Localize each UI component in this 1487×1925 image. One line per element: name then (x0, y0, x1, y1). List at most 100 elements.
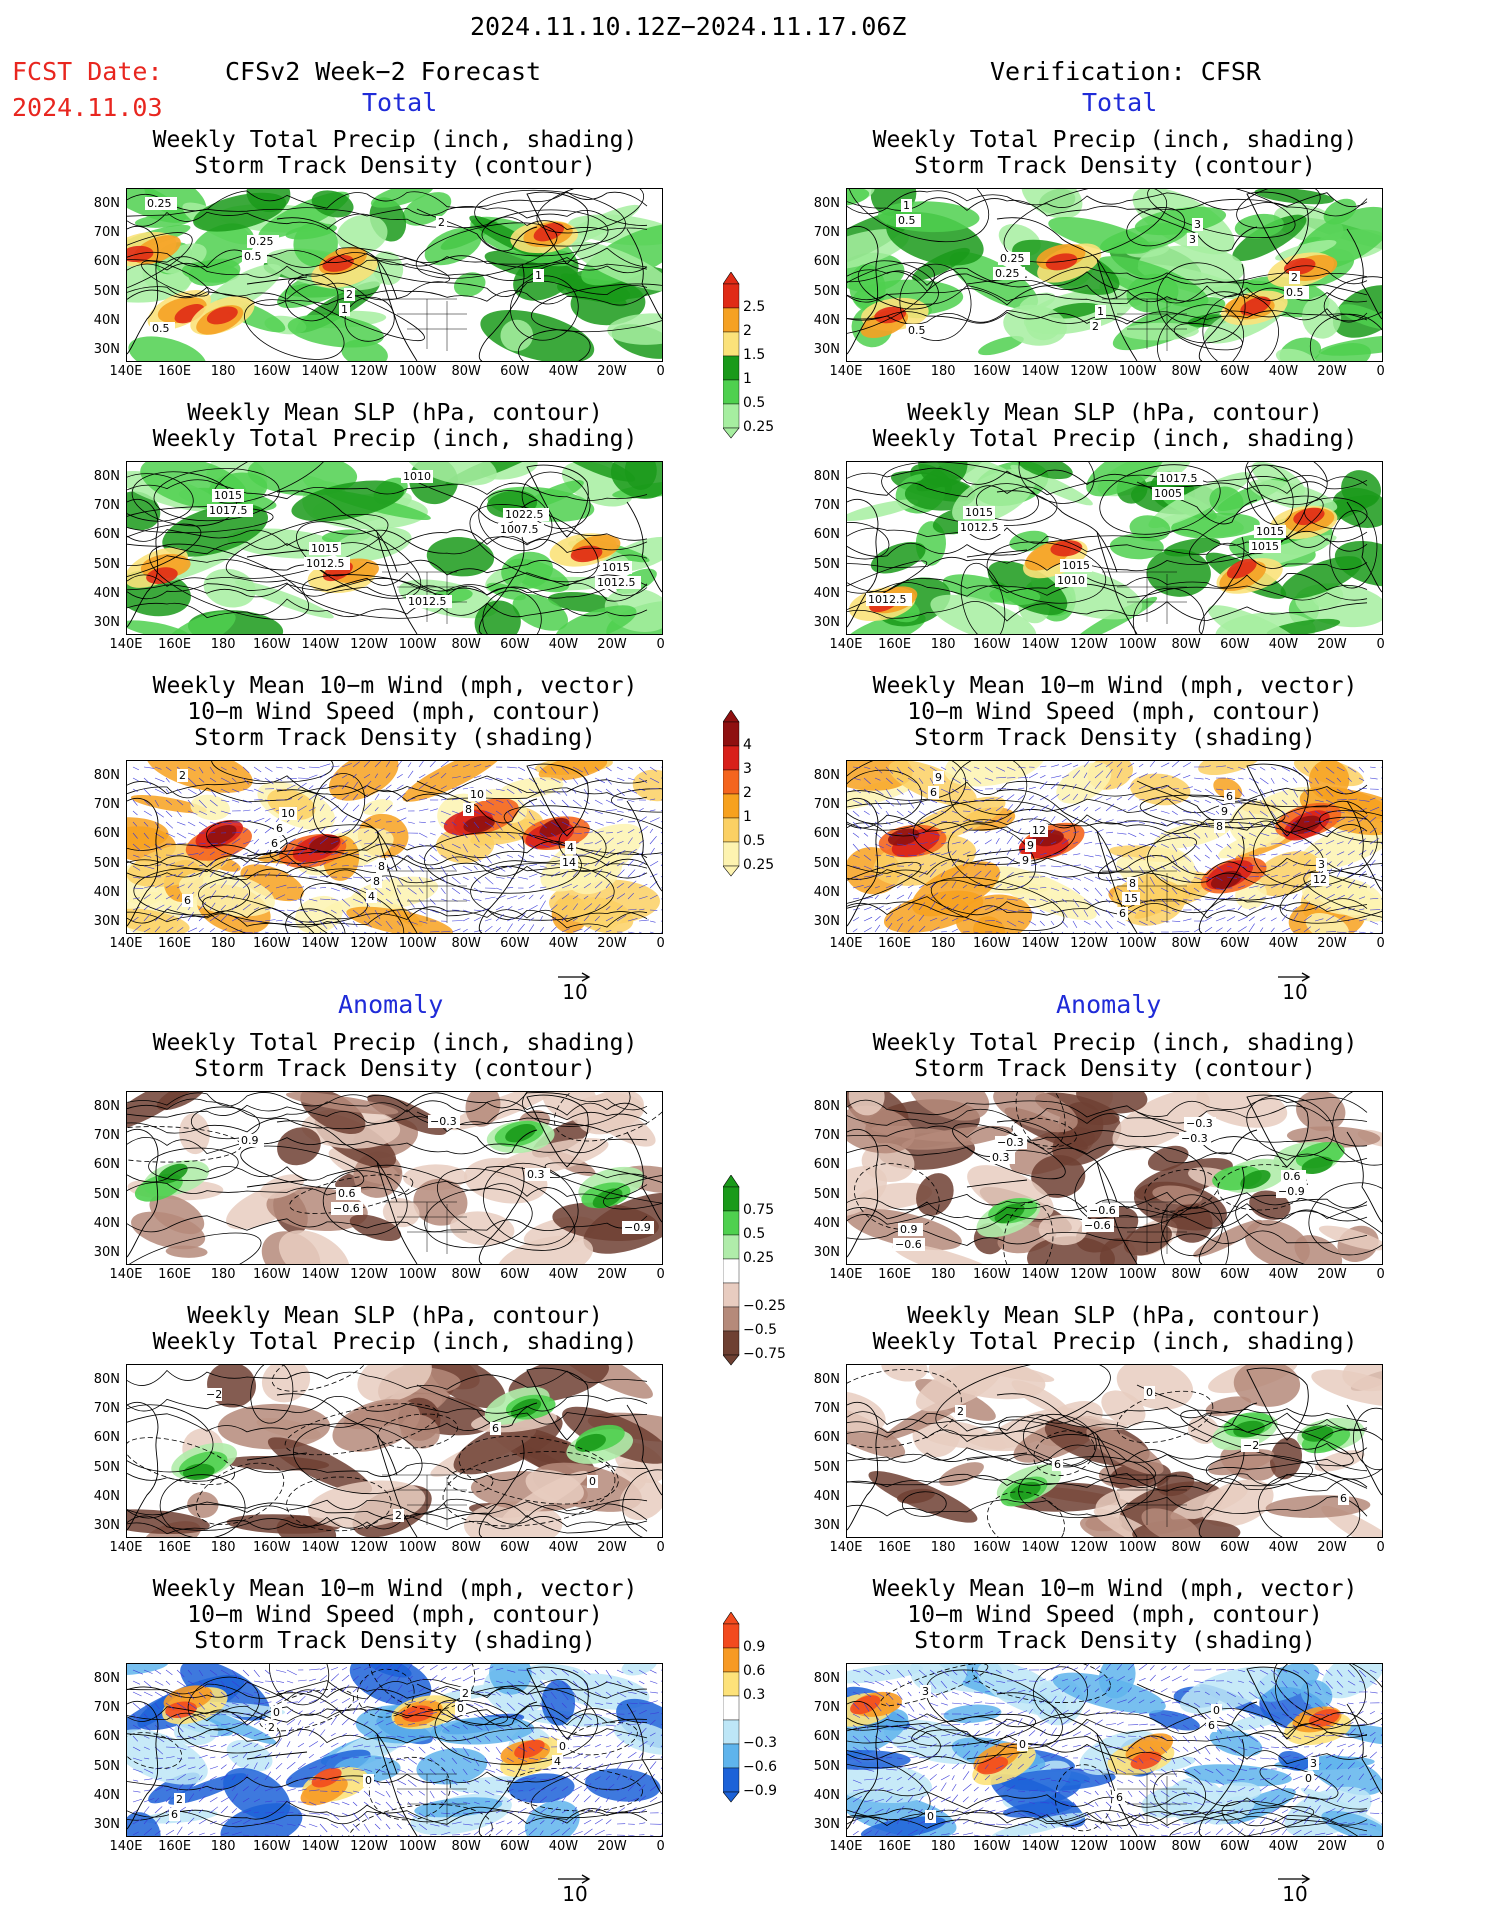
lat-tick-label: 40N (93, 1488, 120, 1504)
lon-tick-label: 180 (930, 1267, 956, 1282)
map-plot: 9 6 8 12 6 9 15 9 3 9 12 8 6 (847, 761, 1382, 933)
lat-tick-label: 80N (813, 1099, 840, 1114)
lon-tick-label: 20W (597, 1267, 627, 1282)
svg-text:−0.3: −0.3 (430, 1115, 457, 1128)
svg-text:0: 0 (589, 1475, 596, 1488)
colorbar-cap-top (722, 709, 740, 723)
contour-label: 1012.5 (866, 593, 912, 606)
lat-tick-label: 70N (813, 498, 840, 514)
contour-label: −0.3 (995, 1136, 1027, 1149)
contour-label: 9 (1020, 854, 1031, 867)
colorbar-segment (722, 403, 740, 429)
lon-tick-label: 60W (500, 1839, 530, 1854)
svg-text:0.6: 0.6 (1283, 1170, 1301, 1183)
lon-tick-label: 20W (597, 1540, 627, 1555)
lon-tick-label: 140E (109, 936, 143, 951)
lon-tick-label: 180 (210, 1839, 236, 1854)
lon-tick-label: 120W (1070, 1267, 1108, 1282)
lon-tick-label: 60W (500, 1540, 530, 1555)
map-plot: 1012.5 1010 1005 1015 1012.5 1015 1015 1017.5 10… (847, 462, 1382, 634)
lon-tick-label: 20W (597, 1839, 627, 1854)
lat-tick-label: 60N (813, 527, 840, 543)
lon-tick-label: 160W (972, 364, 1011, 379)
contour-label: 9 (1219, 805, 1230, 818)
svg-text:1022.5: 1022.5 (505, 508, 544, 521)
lat-tick-label: 60N (813, 1157, 840, 1173)
lat-tick-label: 30N (813, 615, 840, 630)
colorbar-segment (722, 1258, 740, 1284)
contour-label: 2 (955, 1405, 966, 1418)
lat-tick-label: 80N (93, 1099, 120, 1114)
contour-layer (847, 1365, 1382, 1537)
svg-text:1015: 1015 (311, 542, 339, 555)
contour-label: 2 (177, 769, 188, 782)
contour-label: 1007.5 (498, 523, 544, 536)
svg-text:6: 6 (184, 894, 191, 907)
contour-label: 4 (565, 841, 576, 854)
lon-tick-label: 40W (548, 1540, 579, 1555)
wind-vector-layer (132, 1664, 662, 1836)
lat-tick-label: 50N (93, 283, 120, 299)
svg-text:−0.6: −0.6 (1089, 1204, 1116, 1217)
lat-tick-label: 30N (813, 1518, 840, 1533)
lat-tick-label: 50N (93, 556, 120, 572)
svg-text:10: 10 (281, 807, 295, 820)
colorbar-label: 0.25 (743, 1250, 775, 1266)
svg-text:0.3: 0.3 (527, 1168, 545, 1181)
lon-tick-label: 160E (878, 1540, 912, 1555)
contour-label: 0.9 (239, 1134, 264, 1147)
section-total-left: Total (362, 88, 438, 117)
map-plot: 0.25 0.5 1 2 1 0.5 0.25 2 (127, 189, 662, 361)
contour-label: 1010 (1055, 574, 1087, 587)
contour-label: −0.9 (1276, 1185, 1308, 1198)
svg-text:0: 0 (273, 1706, 280, 1719)
lon-tick-label: 140E (829, 1839, 863, 1854)
lat-tick-label: 80N (813, 1372, 840, 1387)
lon-tick-label: 100W (1118, 1540, 1157, 1555)
colorbar-cap-bottom (722, 865, 740, 877)
contour-label: 1 (901, 199, 912, 212)
contour-layer (127, 1365, 662, 1537)
lat-tick-label: 50N (93, 855, 120, 871)
contour-label: 2 (1090, 320, 1101, 333)
lon-tick-label: 0 (656, 637, 665, 652)
contour-label: 6 (1224, 790, 1235, 803)
contour-label: 6 (1206, 1719, 1217, 1732)
lon-tick-label: 160W (972, 1839, 1011, 1854)
lat-tick-label: 40N (813, 585, 840, 601)
lon-tick-label: 20W (1317, 1839, 1347, 1854)
contour-label: 6 (928, 786, 939, 799)
contour-label: −0.6 (1087, 1204, 1119, 1217)
colorbar-cap-top (722, 1611, 740, 1625)
fcst-date-value: 2024.11.03 (12, 93, 163, 122)
lat-tick-label: 60N (93, 1157, 120, 1173)
contour-label: 1010 (401, 470, 433, 483)
svg-text:1: 1 (1097, 305, 1104, 318)
contour-label: 1005 (1152, 487, 1184, 500)
lon-tick-label: 100W (398, 364, 437, 379)
lon-tick-label: 80W (451, 637, 481, 652)
contour-label: 1015 (1249, 540, 1281, 553)
panel-title: Weekly Mean 10−m Wind (mph, vector) 10−m … (152, 1576, 638, 1654)
contour-label: −0.6 (331, 1202, 363, 1215)
contour-label: 8 (1127, 877, 1138, 890)
svg-text:8: 8 (373, 875, 380, 888)
svg-text:0.9: 0.9 (241, 1134, 259, 1147)
lat-tick-label: 60N (93, 1430, 120, 1446)
colorbar-storm-anom: 0.9 0.6 0.3 −0.3 −0.6 −0.9 (722, 1611, 793, 1810)
svg-text:−0.3: −0.3 (997, 1136, 1024, 1149)
svg-text:14: 14 (562, 856, 576, 869)
contour-label: 1015 (212, 489, 244, 502)
lon-tick-label: 140W (1021, 364, 1060, 379)
svg-text:2: 2 (176, 1793, 183, 1806)
lon-tick-label: 0 (656, 1540, 665, 1555)
lon-tick-label: 60W (1220, 637, 1250, 652)
contour-label: −0.3 (1179, 1132, 1211, 1145)
lon-tick-label: 140W (301, 1540, 340, 1555)
svg-text:6: 6 (930, 786, 937, 799)
lon-tick-label: 160E (878, 1839, 912, 1854)
lon-tick-label: 120W (1070, 637, 1108, 652)
map-plot: 6 4 8 14 2 6 8 10 4 6 10 8 (127, 761, 662, 933)
contour-label: 0.5 (1284, 286, 1309, 299)
lon-tick-label: 140E (829, 637, 863, 652)
